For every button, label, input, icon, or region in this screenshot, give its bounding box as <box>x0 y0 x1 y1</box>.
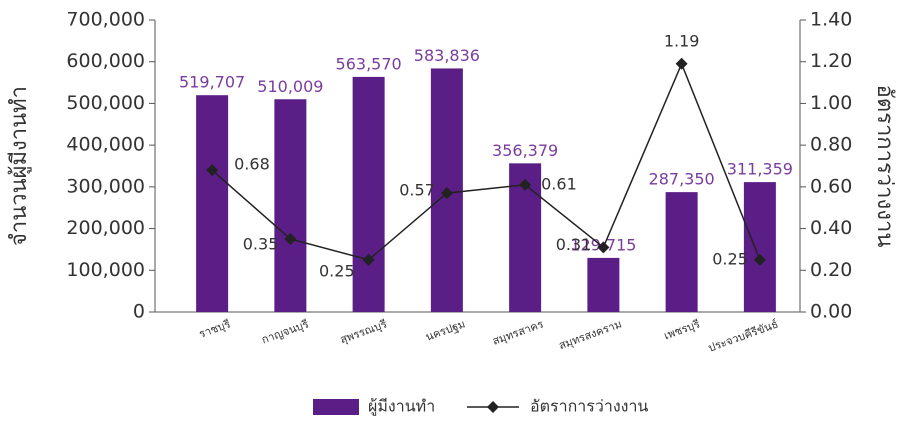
x-tick-label: นครปฐม <box>424 317 467 343</box>
bar-label: 287,350 <box>649 170 715 189</box>
x-tick-label: สมุทรสาคร <box>491 317 546 347</box>
y-axis-title: จำนวนผู้มีงานทำ <box>7 86 32 246</box>
bar-label: 356,379 <box>492 141 558 160</box>
y2-tick-label: 0.80 <box>810 134 852 156</box>
bar <box>196 95 229 312</box>
y2-tick-label: 0.40 <box>810 217 852 239</box>
line-marker <box>206 164 219 177</box>
bar-label: 510,009 <box>257 77 323 96</box>
bar-label: 311,359 <box>727 160 793 179</box>
line-marker <box>284 233 297 245</box>
line-label: 0.25 <box>319 261 355 280</box>
bar <box>665 192 698 312</box>
y-tick-label: 500,000 <box>66 92 145 114</box>
line-marker <box>440 187 453 200</box>
y-tick-label: 200,000 <box>66 217 145 239</box>
y2-tick-label: 0.60 <box>810 175 852 197</box>
line-label: 0.57 <box>399 181 435 200</box>
line-label: 0.35 <box>243 235 279 254</box>
line-label: 0.25 <box>712 249 748 268</box>
y2-tick-label: 1.40 <box>810 9 852 31</box>
bar <box>587 257 620 312</box>
line-label: 0.68 <box>234 155 270 174</box>
y-tick-label: 600,000 <box>66 50 145 72</box>
y-tick-label: 0 <box>133 301 145 323</box>
legend-label: ผู้มีงานทำ <box>368 397 435 417</box>
bar <box>743 182 776 312</box>
line-marker <box>597 241 610 254</box>
y2-axis-title: อัตราการว่างงาน <box>872 85 897 248</box>
legend-swatch <box>313 399 359 415</box>
line-marker <box>362 253 375 266</box>
line <box>211 61 761 261</box>
x-tick-label: ราชบุรี <box>197 317 232 340</box>
y2-tick-label: 1.20 <box>810 50 852 72</box>
legend-marker <box>487 401 499 413</box>
bar-label: 563,570 <box>336 54 402 73</box>
x-tick-label: ประจวบคีรีขันธ์ <box>706 317 779 354</box>
y2-tick-label: 0.00 <box>810 301 852 323</box>
y2-tick-label: 1.00 <box>810 92 852 114</box>
bar-label: 519,707 <box>179 73 245 92</box>
line-marker <box>519 178 532 191</box>
bar <box>274 99 307 312</box>
x-tick-label: สมุทรสงคราม <box>557 317 623 352</box>
x-tick-label: เพชรบุรี <box>662 317 702 342</box>
line-marker <box>753 253 766 266</box>
y-tick-label: 100,000 <box>66 259 145 281</box>
line-label: 0.61 <box>541 174 577 193</box>
y-tick-label: 700,000 <box>66 9 145 31</box>
bar-label: 583,836 <box>414 46 480 65</box>
line-label: 1.19 <box>664 31 700 50</box>
y-tick-label: 300,000 <box>66 175 145 197</box>
x-tick-label: กาญจนบุรี <box>260 317 311 346</box>
y-tick-label: 400,000 <box>66 134 145 156</box>
x-tick-label: สุพรรณบุรี <box>338 317 388 346</box>
bar <box>352 76 385 312</box>
legend-label: อัตราการว่างงาน <box>530 397 648 416</box>
y2-tick-label: 0.20 <box>810 259 852 281</box>
line-label: 0.31 <box>556 235 592 254</box>
line-marker <box>675 57 688 70</box>
